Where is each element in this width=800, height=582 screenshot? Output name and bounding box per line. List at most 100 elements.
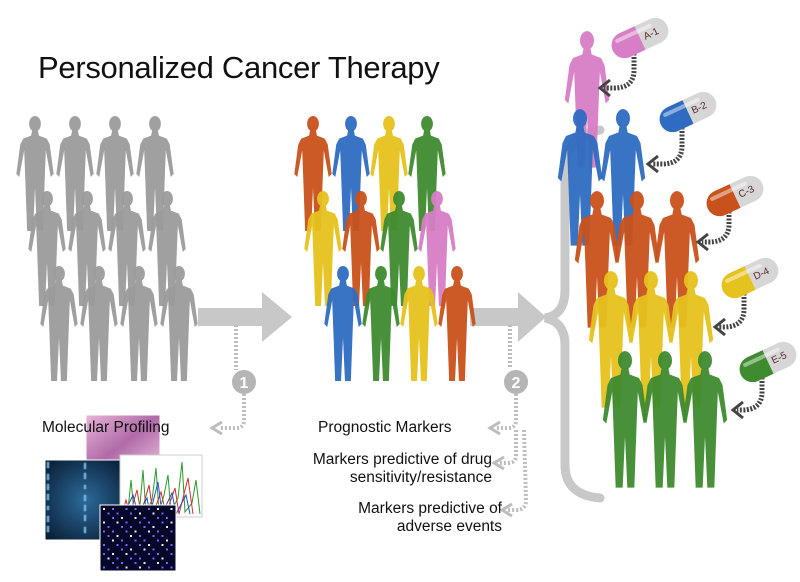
array-spot (116, 566, 119, 569)
fluorescence-spot (83, 514, 87, 518)
svg-text:1: 1 (240, 375, 249, 392)
array-spot (116, 557, 119, 560)
pill-body (721, 266, 756, 299)
fluorescence-spot (46, 505, 50, 509)
array-spot (143, 539, 146, 542)
fluorescence-spot (46, 461, 50, 465)
array-spot (157, 539, 159, 542)
array-spot (112, 530, 114, 533)
pill-body (706, 184, 741, 217)
marker-line: Markers predictive of drug (312, 451, 492, 468)
dotted-arrow (652, 124, 685, 167)
array-spot (130, 535, 132, 537)
arrow-to-treatment (470, 292, 546, 342)
array-spot (157, 553, 159, 555)
array-spot (103, 530, 105, 533)
array-spot (139, 512, 141, 515)
array-spot (161, 544, 164, 546)
fluorescence-spot (83, 484, 87, 488)
array-spot (170, 544, 173, 546)
array-spot (112, 508, 114, 510)
array-spot (103, 544, 105, 546)
array-spot (112, 539, 114, 542)
array-spot (157, 508, 159, 510)
array-spot (148, 553, 150, 555)
step2-badge: 2 (504, 370, 528, 394)
array-spot (152, 557, 155, 560)
array-spot (152, 535, 155, 537)
pill-body (659, 100, 694, 133)
array-spot (134, 553, 137, 555)
array-spot (116, 521, 119, 524)
array-spot (157, 530, 159, 533)
array-spot (143, 526, 146, 528)
array-spot (103, 553, 105, 555)
array-spot (143, 517, 146, 519)
marker-line: sensitivity/resistance (349, 469, 492, 486)
marker-line: Markers predictive of (358, 500, 502, 517)
array-spot (170, 508, 173, 510)
array-spot (121, 526, 123, 528)
array-spot (116, 544, 119, 546)
array-spot (130, 548, 132, 551)
fluorescence-spot (46, 473, 50, 477)
array-spot (152, 548, 155, 551)
array-spot (139, 566, 141, 569)
array-spot (134, 539, 137, 542)
fluorescence-spot (83, 504, 87, 508)
arrow-to-stratified (198, 292, 292, 342)
array-spot (143, 562, 146, 564)
arrowhead-icon (645, 154, 659, 174)
arrowhead-icon (730, 400, 744, 420)
marker-adverse-events-label: Markers predictive of adverse events (300, 500, 502, 536)
step1-badge: 1 (232, 370, 256, 394)
array-spot (107, 557, 110, 560)
array-spot (166, 539, 168, 542)
fluorescence-spot (46, 493, 50, 497)
array-spot (103, 521, 105, 524)
microarray-image (99, 504, 177, 572)
fluorescence-spot (83, 494, 87, 498)
array-spot (170, 553, 173, 555)
array-spot (130, 512, 132, 515)
array-spot (139, 557, 141, 560)
arrowhead-icon (712, 317, 726, 337)
array-spot (161, 521, 164, 524)
array-spot (143, 548, 146, 551)
pill-a-1: A-1 (597, 17, 669, 98)
step1-label: Molecular Profiling (42, 419, 170, 436)
array-spot (148, 521, 150, 524)
fluorescence-spot (83, 526, 87, 530)
array-spot (103, 566, 105, 569)
fluorescence-spot (83, 462, 87, 466)
array-spot (166, 517, 168, 519)
pill-e-5: E-5 (730, 341, 797, 420)
array-spot (125, 553, 128, 555)
array-spot (166, 548, 168, 551)
array-spot (121, 548, 123, 551)
array-spot (161, 535, 164, 537)
array-spot (116, 512, 119, 515)
array-spot (125, 530, 128, 533)
array-spot (139, 521, 141, 524)
array-spot (148, 508, 150, 510)
array-spot (152, 512, 155, 515)
fluorescence-spot (46, 515, 50, 519)
array-spot (107, 526, 110, 528)
drug-pills: A-1 B-2 C-3 D-4 E-5 (597, 17, 797, 420)
dotted-arrow (737, 374, 765, 413)
array-spot (148, 544, 150, 546)
array-spot (107, 535, 110, 537)
array-spot (134, 530, 137, 533)
array-spot (166, 562, 168, 564)
array-spot (139, 544, 141, 546)
array-spot (139, 535, 141, 537)
pill-d-4: D-4 (712, 257, 779, 337)
array-spot (157, 562, 159, 564)
array-spot (121, 539, 123, 542)
dotted-arrow (702, 208, 732, 245)
array-spot (125, 521, 128, 524)
step2-arrowheads-icon (487, 420, 513, 518)
array-spot (116, 535, 119, 537)
array-spot (107, 548, 110, 551)
